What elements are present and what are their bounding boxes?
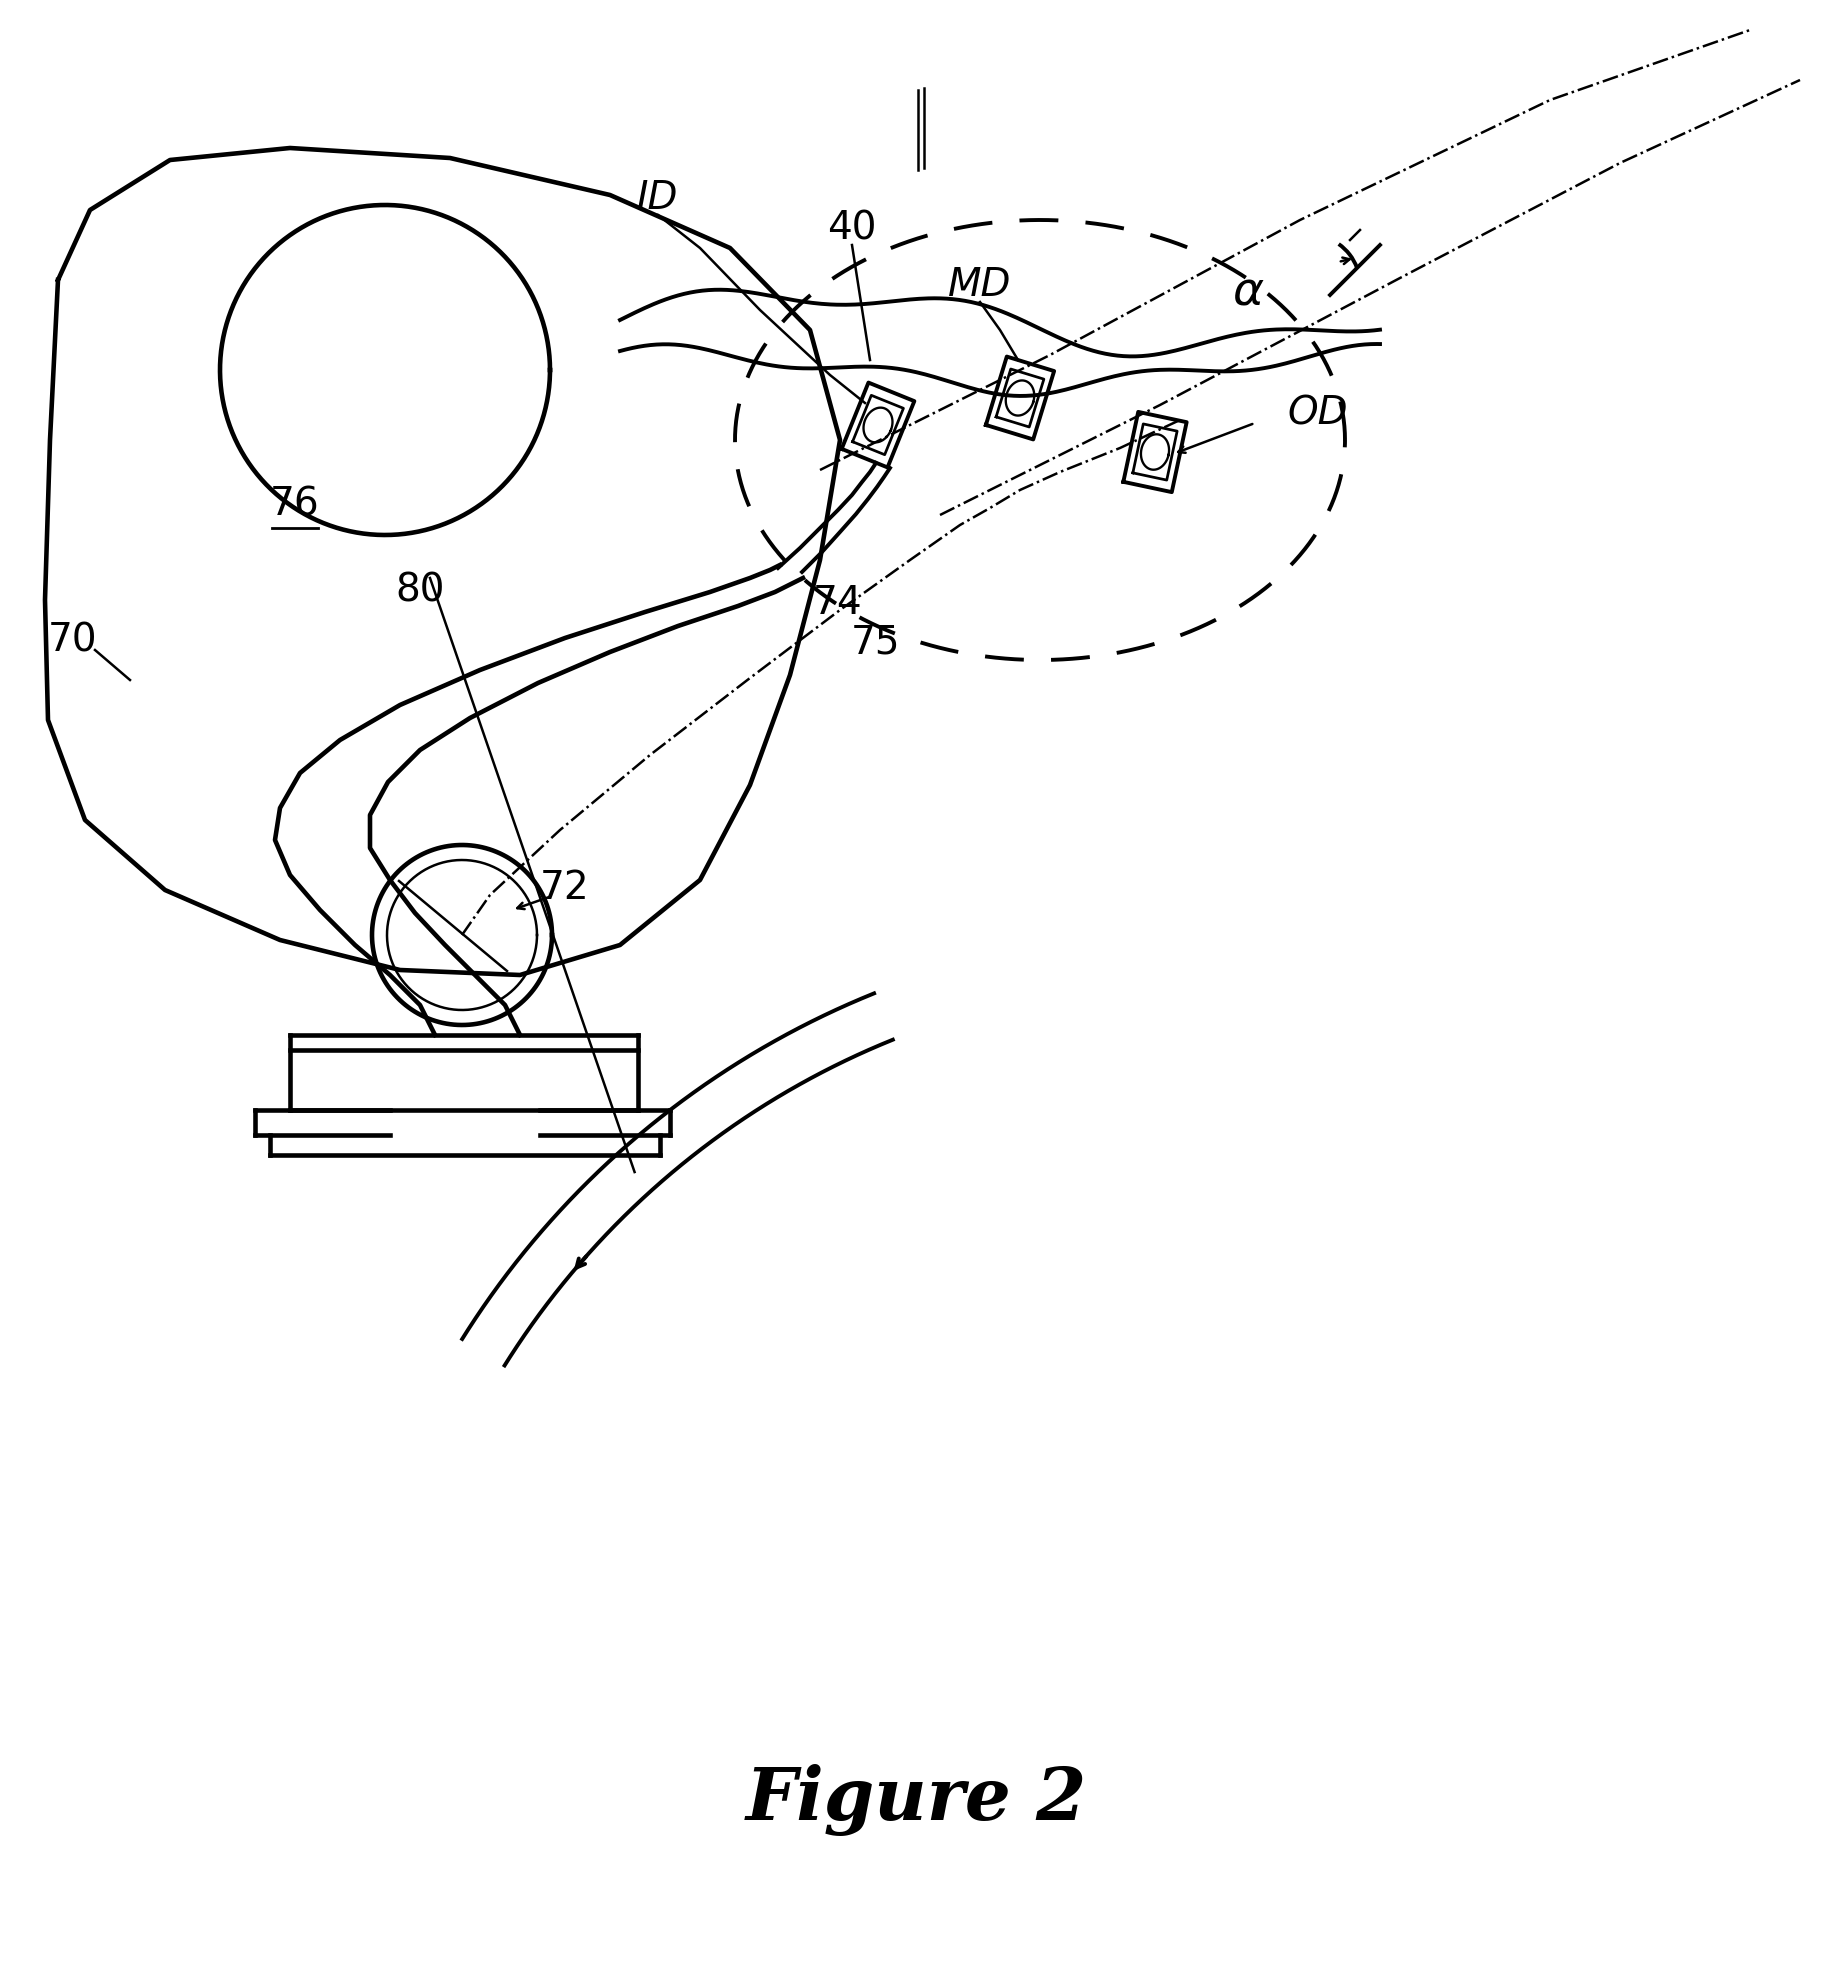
Text: 70: 70 — [48, 621, 97, 659]
Text: 40: 40 — [826, 208, 876, 246]
Text: ID: ID — [638, 179, 678, 216]
Text: MD: MD — [947, 266, 1011, 304]
Text: 74: 74 — [813, 583, 863, 623]
Text: 75: 75 — [850, 625, 900, 663]
Text: OD: OD — [1288, 395, 1348, 433]
Text: Figure 2: Figure 2 — [746, 1764, 1086, 1835]
Text: $\alpha$: $\alpha$ — [1231, 270, 1264, 315]
Text: 72: 72 — [540, 869, 590, 907]
Text: 76: 76 — [269, 486, 321, 524]
Text: 80: 80 — [396, 571, 445, 609]
